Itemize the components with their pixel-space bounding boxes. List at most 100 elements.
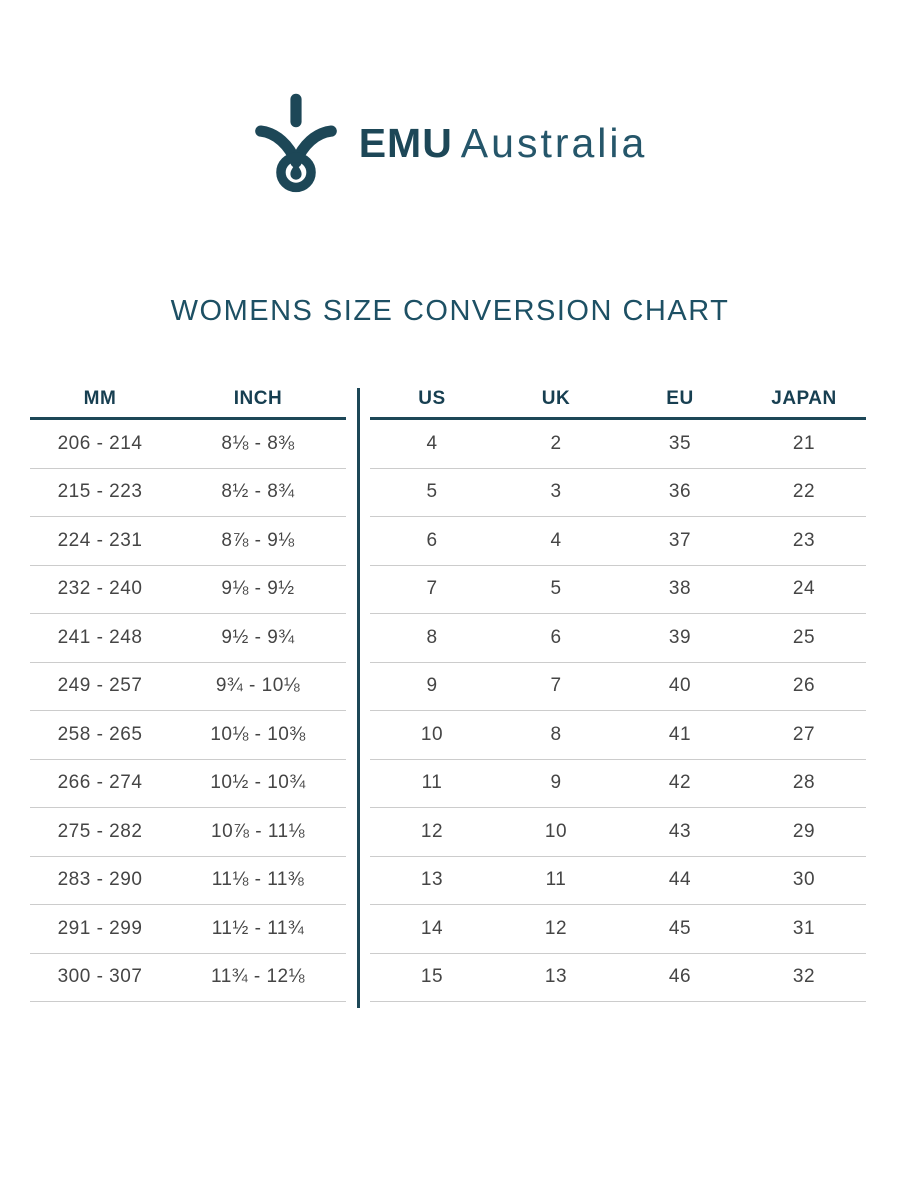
row-right-group: 12 10 43 29: [370, 808, 866, 857]
row-left-group: 224 - 231 8⅞ - 9⅛: [30, 517, 346, 566]
emu-footprint-icon: [254, 93, 337, 193]
brand-header: EMU Australia: [0, 0, 900, 195]
us-value: 11: [421, 772, 443, 794]
eu-value: 35: [668, 432, 692, 454]
row-right-group: 5 3 36 22: [370, 469, 866, 517]
inch-value: 10½ - 10¾: [210, 772, 306, 794]
header-right-group: US UK EU JAPAN: [370, 380, 866, 420]
mm-value: 300 - 307: [57, 966, 143, 988]
eu-value: 36: [668, 481, 692, 503]
inch-value: 9¾ - 10⅛: [215, 675, 301, 697]
row-right-group: 9 7 40 26: [370, 663, 866, 711]
table-row: 275 - 282 10⅞ - 11⅛ 12 10 43 29: [30, 808, 866, 857]
japan-value: 21: [792, 432, 816, 454]
table-row: 266 - 274 10½ - 10¾ 11 9 42 28: [30, 760, 866, 808]
mm-value: 232 - 240: [57, 578, 143, 600]
uk-value: 5: [550, 578, 562, 600]
row-left-group: 283 - 290 11⅛ - 11⅜: [30, 857, 346, 905]
us-value: 13: [420, 869, 444, 891]
row-left-group: 206 - 214 8⅛ - 8⅜: [30, 420, 346, 469]
row-left-group: 215 - 223 8½ - 8¾: [30, 469, 346, 517]
eu-value: 41: [668, 723, 692, 745]
eu-value: 43: [668, 820, 692, 842]
header-eu: EU: [666, 387, 694, 409]
us-value: 6: [426, 529, 438, 551]
japan-value: 28: [792, 772, 816, 794]
mm-value: 215 - 223: [57, 481, 143, 503]
inch-value: 11¾ - 12⅛: [211, 966, 305, 988]
uk-value: 11: [545, 869, 567, 891]
japan-value: 22: [792, 481, 816, 503]
mm-value: 249 - 257: [57, 675, 143, 697]
inch-value: 8½ - 8¾: [221, 481, 295, 503]
row-right-group: 4 2 35 21: [370, 420, 866, 469]
eu-value: 37: [668, 529, 692, 551]
eu-value: 39: [668, 626, 692, 648]
header-us: US: [418, 387, 446, 409]
row-right-group: 7 5 38 24: [370, 566, 866, 614]
header-inch: INCH: [233, 387, 283, 409]
uk-value: 10: [544, 820, 568, 842]
eu-value: 38: [668, 578, 692, 600]
table-row: 291 - 299 11½ - 11¾ 14 12 45 31: [30, 905, 866, 954]
brand-name-emu: EMU: [358, 120, 453, 166]
inch-value: 11⅛ - 11⅜: [211, 869, 305, 891]
mm-value: 241 - 248: [57, 626, 143, 648]
uk-value: 12: [544, 917, 568, 939]
uk-value: 6: [550, 626, 562, 648]
eu-value: 46: [668, 966, 692, 988]
page-title: WOMENS SIZE CONVERSION CHART: [170, 295, 730, 327]
header-mm: MM: [83, 387, 117, 409]
japan-value: 30: [792, 869, 816, 891]
us-value: 12: [420, 820, 444, 842]
japan-value: 25: [792, 626, 816, 648]
header-japan: JAPAN: [771, 387, 837, 409]
header-left-group: MM INCH: [30, 380, 346, 420]
inch-value: 9⅛ - 9½: [221, 578, 295, 600]
mm-value: 291 - 299: [57, 917, 143, 939]
row-right-group: 6 4 37 23: [370, 517, 866, 566]
row-right-group: 14 12 45 31: [370, 905, 866, 954]
mm-value: 266 - 274: [57, 772, 143, 794]
table-row: 224 - 231 8⅞ - 9⅛ 6 4 37 23: [30, 517, 866, 566]
japan-value: 24: [792, 578, 816, 600]
japan-value: 31: [792, 917, 816, 939]
inch-value: 8⅛ - 8⅜: [221, 432, 295, 454]
us-value: 5: [426, 481, 438, 503]
table-row: 258 - 265 10⅛ - 10⅜ 10 8 41 27: [30, 711, 866, 760]
row-right-group: 10 8 41 27: [370, 711, 866, 760]
header-uk: UK: [541, 387, 571, 409]
uk-value: 9: [550, 772, 562, 794]
table-row: 249 - 257 9¾ - 10⅛ 9 7 40 26: [30, 663, 866, 711]
us-value: 9: [426, 675, 438, 697]
table-row: 232 - 240 9⅛ - 9½ 7 5 38 24: [30, 566, 866, 614]
brand-name-australia: Australia: [460, 120, 648, 166]
eu-value: 45: [668, 917, 692, 939]
eu-value: 42: [668, 772, 692, 794]
row-right-group: 11 9 42 28: [370, 760, 866, 808]
mm-value: 206 - 214: [57, 432, 143, 454]
table-row: 206 - 214 8⅛ - 8⅜ 4 2 35 21: [30, 420, 866, 469]
mm-value: 224 - 231: [57, 529, 143, 551]
us-value: 8: [426, 626, 438, 648]
inch-value: 9½ - 9¾: [221, 626, 295, 648]
mm-value: 283 - 290: [57, 869, 143, 891]
japan-value: 32: [792, 966, 816, 988]
table-row: 241 - 248 9½ - 9¾ 8 6 39 25: [30, 614, 866, 663]
row-left-group: 258 - 265 10⅛ - 10⅜: [30, 711, 346, 760]
brand-logo: EMU Australia: [253, 93, 648, 195]
table-body: 206 - 214 8⅛ - 8⅜ 4 2 35 21 215 - 223 8½…: [30, 420, 866, 1002]
brand-name: EMU Australia: [359, 123, 648, 164]
inch-value: 10⅞ - 11⅛: [211, 820, 305, 842]
row-left-group: 300 - 307 11¾ - 12⅛: [30, 954, 346, 1002]
japan-value: 23: [792, 529, 816, 551]
japan-value: 29: [792, 820, 816, 842]
uk-value: 13: [544, 966, 568, 988]
table-row: 215 - 223 8½ - 8¾ 5 3 36 22: [30, 469, 866, 517]
japan-value: 27: [792, 723, 816, 745]
size-conversion-table: MM INCH US UK EU JAPAN 206 - 214 8⅛ - 8⅜…: [30, 380, 866, 1008]
row-left-group: 232 - 240 9⅛ - 9½: [30, 566, 346, 614]
uk-value: 8: [550, 723, 562, 745]
table-row: 300 - 307 11¾ - 12⅛ 15 13 46 32: [30, 954, 866, 1002]
mm-value: 258 - 265: [57, 723, 143, 745]
